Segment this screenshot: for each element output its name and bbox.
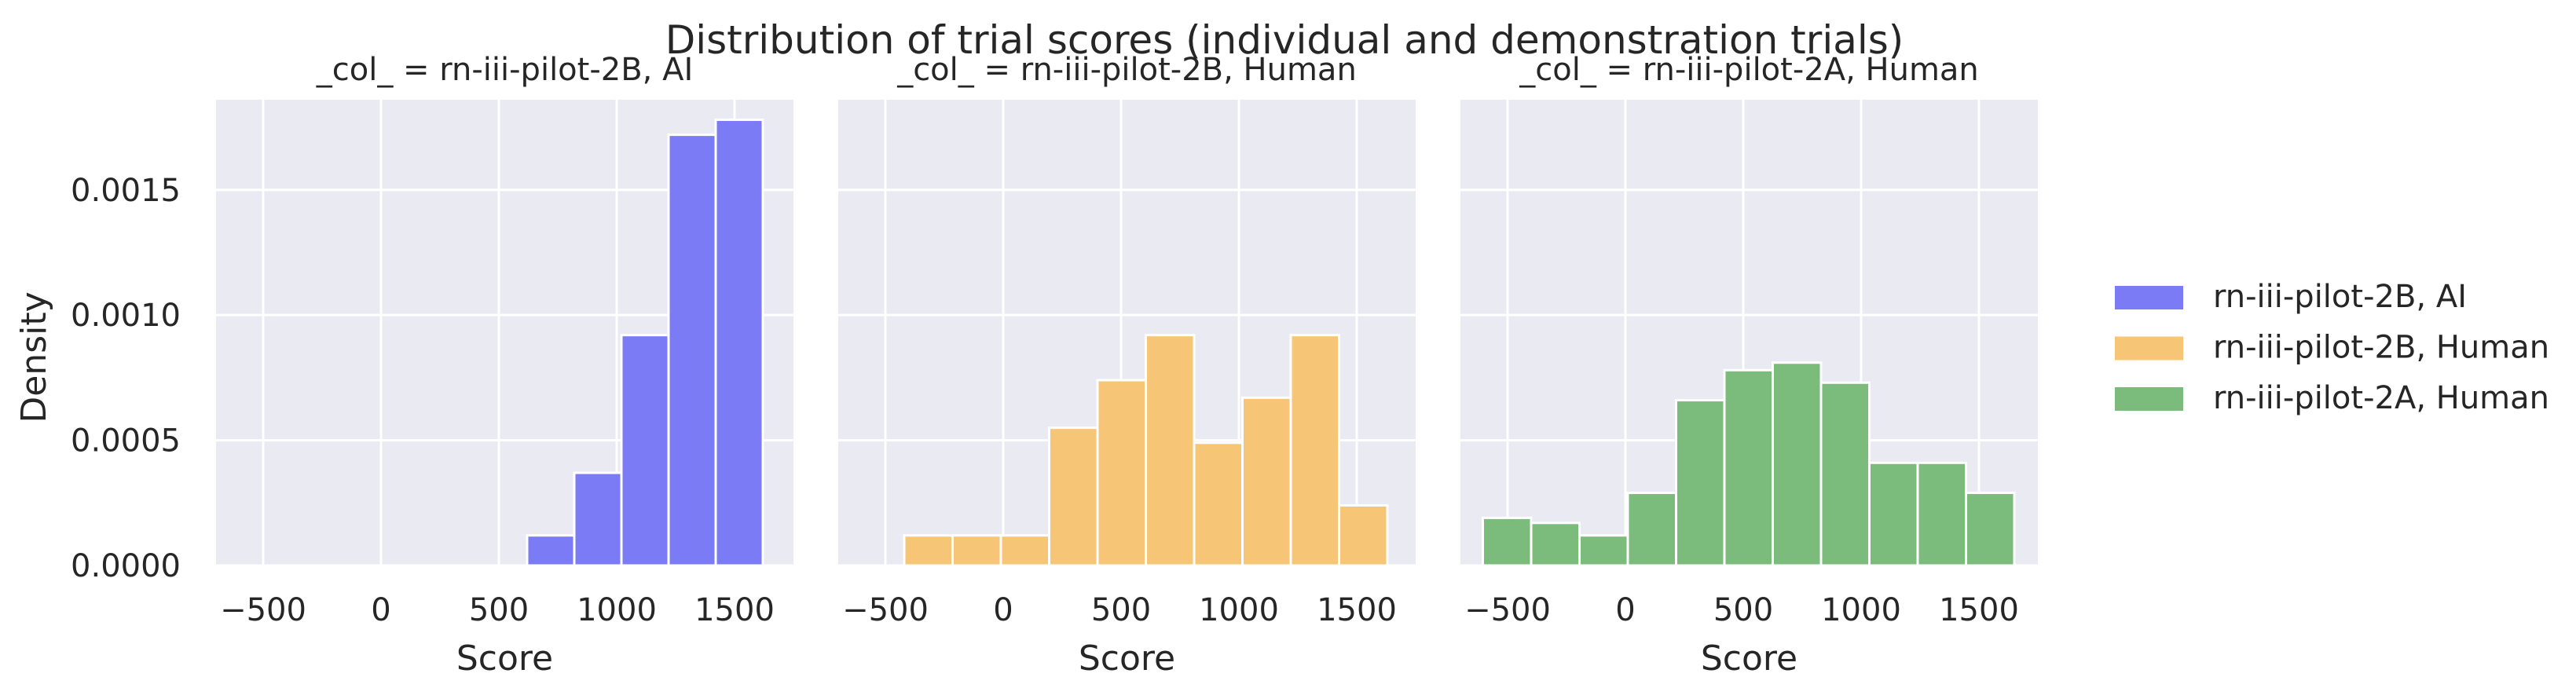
histogram-bar	[526, 534, 576, 567]
legend-swatch	[2115, 336, 2183, 360]
facet-panel-2: _col_ = rn-iii-pilot-2B, Human −500 0 500 10…	[838, 52, 1416, 679]
legend-label: rn-iii-pilot-2B, AI	[2213, 279, 2467, 315]
histogram-bar	[1193, 441, 1244, 567]
facet-panel-3: _col_ = rn-iii-pilot-2A, Human −500 0 500 10…	[1460, 52, 2038, 679]
facet-panel-1: _col_ = rn-iii-pilot-2B, AI −500 0 500 1000 1…	[71, 52, 793, 679]
x-tick-label: 1500	[694, 592, 775, 628]
x-tick-label: −500	[220, 592, 306, 628]
facet-panels: _col_ = rn-iii-pilot-2B, AI −500 0 500 1000 1…	[71, 52, 2038, 679]
histogram-bar	[1145, 334, 1196, 567]
legend-swatch	[2115, 387, 2183, 411]
histogram-bar	[1578, 534, 1629, 567]
histogram-bar	[1675, 399, 1726, 567]
histogram-bar	[667, 134, 717, 567]
x-axis-label: Score	[456, 639, 553, 679]
histogram-bar	[999, 534, 1050, 567]
legend-item: rn-iii-pilot-2B, AI	[2115, 279, 2467, 315]
histogram-bar	[1772, 361, 1823, 567]
histogram-bar	[1338, 503, 1389, 567]
panel-title: _col_ = rn-iii-pilot-2B, AI	[316, 52, 694, 88]
x-axis-label: Score	[1701, 639, 1797, 679]
x-tick-label: 1000	[577, 592, 657, 628]
y-tick-label: 0.0000	[71, 548, 181, 584]
histogram-bar	[1048, 426, 1099, 567]
x-tick-label: 0	[993, 592, 1013, 628]
histogram-bar	[903, 534, 954, 567]
histogram-bar	[1916, 461, 1967, 567]
legend: rn-iii-pilot-2B, AI rn-iii-pilot-2B, Huma…	[2115, 279, 2549, 416]
x-axis-label: Score	[1079, 639, 1175, 679]
histogram-bar	[1482, 516, 1533, 567]
histogram-bar	[573, 471, 623, 567]
legend-item: rn-iii-pilot-2B, Human	[2115, 330, 2549, 366]
histogram-bar	[1626, 492, 1677, 567]
legend-item: rn-iii-pilot-2A, Human	[2115, 380, 2549, 416]
x-tick-label: 1500	[1939, 592, 2019, 628]
y-tick-label: 0.0005	[71, 423, 181, 459]
x-tick-label: 1000	[1199, 592, 1279, 628]
y-axis-label: Density	[14, 291, 54, 423]
x-tick-label: −500	[1464, 592, 1551, 628]
figure-title: Distribution of trial scores (individual…	[665, 17, 1904, 63]
histogram-bar	[1096, 379, 1147, 567]
histogram-bar	[1241, 396, 1292, 567]
legend-label: rn-iii-pilot-2A, Human	[2213, 380, 2549, 416]
histogram-bar	[1289, 334, 1340, 567]
histogram-bar	[1965, 492, 2016, 567]
histogram-bar	[1868, 461, 1919, 567]
panel-title: _col_ = rn-iii-pilot-2B, Human	[896, 52, 1357, 88]
x-tick-label: 500	[1713, 592, 1773, 628]
histogram-bar	[620, 334, 670, 567]
x-tick-label: 1500	[1317, 592, 1397, 628]
histogram-bar	[1723, 368, 1774, 567]
x-tick-label: 500	[1091, 592, 1151, 628]
y-tick-label: 0.0015	[71, 173, 181, 209]
histogram-bar	[1819, 381, 1871, 567]
histogram-bar	[714, 119, 764, 567]
x-tick-label: 500	[469, 592, 529, 628]
x-tick-label: 0	[1615, 592, 1635, 628]
legend-label: rn-iii-pilot-2B, Human	[2213, 330, 2549, 366]
histogram-bar	[1530, 522, 1581, 567]
panel-title: _col_ = rn-iii-pilot-2A, Human	[1519, 52, 1979, 88]
legend-swatch	[2115, 286, 2183, 309]
x-tick-label: 1000	[1821, 592, 1901, 628]
y-tick-label: 0.0010	[71, 298, 181, 334]
x-tick-label: 0	[371, 592, 390, 628]
x-tick-label: −500	[842, 592, 929, 628]
histogram-bar	[951, 534, 1002, 567]
